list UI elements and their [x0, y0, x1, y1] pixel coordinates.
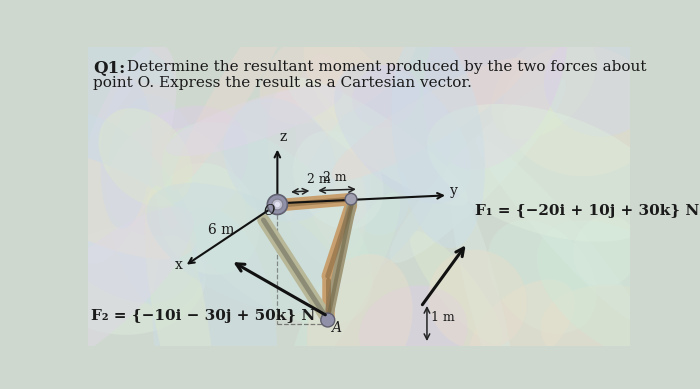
- Text: F₂ = {−10i − 30j + 50k} N: F₂ = {−10i − 30j + 50k} N: [92, 309, 316, 323]
- Ellipse shape: [331, 58, 526, 180]
- Ellipse shape: [107, 95, 212, 312]
- Ellipse shape: [74, 43, 176, 264]
- Ellipse shape: [4, 149, 196, 259]
- Ellipse shape: [151, 128, 246, 259]
- Ellipse shape: [451, 186, 514, 389]
- Ellipse shape: [476, 137, 639, 321]
- Ellipse shape: [295, 54, 371, 251]
- Ellipse shape: [410, 231, 502, 344]
- Ellipse shape: [18, 0, 159, 163]
- Text: 2 m: 2 m: [323, 172, 346, 184]
- Ellipse shape: [349, 158, 410, 235]
- Ellipse shape: [468, 280, 575, 377]
- Ellipse shape: [307, 254, 412, 389]
- Ellipse shape: [171, 0, 304, 191]
- Ellipse shape: [166, 85, 343, 156]
- Ellipse shape: [274, 202, 280, 207]
- Ellipse shape: [106, 106, 248, 236]
- Ellipse shape: [503, 45, 659, 176]
- Ellipse shape: [153, 207, 277, 389]
- Ellipse shape: [267, 81, 366, 268]
- Ellipse shape: [352, 64, 419, 128]
- Ellipse shape: [334, 63, 471, 203]
- Ellipse shape: [321, 313, 335, 327]
- Ellipse shape: [52, 226, 206, 335]
- Ellipse shape: [427, 104, 667, 242]
- Ellipse shape: [15, 109, 197, 303]
- Ellipse shape: [146, 183, 341, 313]
- Text: Determine the resultant moment produced by the two forces about: Determine the resultant moment produced …: [122, 60, 646, 74]
- Ellipse shape: [424, 0, 568, 170]
- Ellipse shape: [544, 33, 653, 137]
- Ellipse shape: [573, 215, 638, 287]
- Ellipse shape: [488, 220, 596, 334]
- Ellipse shape: [291, 192, 400, 378]
- Ellipse shape: [291, 84, 451, 286]
- Text: F₁ = {−20i + 10j + 30k} N: F₁ = {−20i + 10j + 30k} N: [475, 203, 699, 217]
- Ellipse shape: [50, 14, 174, 84]
- Ellipse shape: [162, 122, 372, 325]
- Ellipse shape: [99, 108, 192, 207]
- Ellipse shape: [145, 186, 214, 389]
- Ellipse shape: [272, 199, 283, 210]
- Ellipse shape: [158, 163, 260, 275]
- Ellipse shape: [0, 207, 193, 384]
- Ellipse shape: [223, 98, 336, 222]
- Ellipse shape: [345, 193, 357, 205]
- Text: y: y: [450, 184, 458, 198]
- Text: O: O: [263, 204, 275, 218]
- Text: x: x: [175, 258, 183, 272]
- Text: Q1:: Q1:: [93, 60, 125, 77]
- Ellipse shape: [288, 77, 468, 206]
- Text: 6 m: 6 m: [208, 223, 234, 237]
- Ellipse shape: [491, 33, 596, 139]
- Ellipse shape: [391, 31, 485, 248]
- Ellipse shape: [304, 30, 398, 145]
- Ellipse shape: [540, 285, 691, 381]
- Ellipse shape: [267, 194, 288, 215]
- Ellipse shape: [100, 81, 152, 229]
- Text: z: z: [280, 130, 287, 144]
- Ellipse shape: [293, 130, 384, 230]
- Text: 1 m: 1 m: [430, 311, 454, 324]
- Text: 2 m: 2 m: [307, 173, 330, 186]
- Ellipse shape: [389, 78, 566, 263]
- Ellipse shape: [428, 250, 527, 350]
- Ellipse shape: [260, 2, 418, 124]
- Ellipse shape: [537, 221, 700, 363]
- Ellipse shape: [359, 286, 468, 377]
- Text: A: A: [331, 321, 341, 335]
- Text: point O. Express the result as a Cartesian vector.: point O. Express the result as a Cartesi…: [93, 76, 472, 90]
